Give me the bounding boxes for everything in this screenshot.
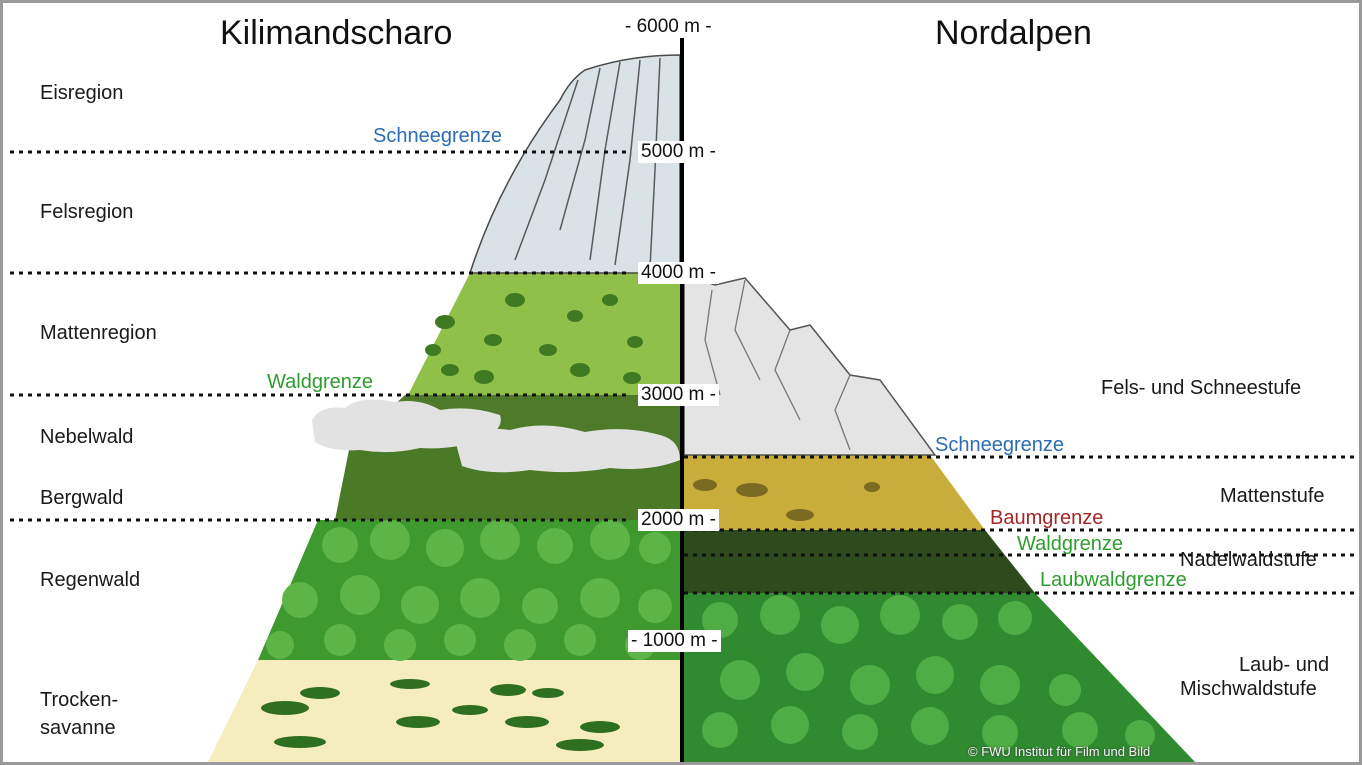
acacia-trees (261, 679, 620, 751)
title-kilimanjaro: Kilimandscharo (220, 14, 453, 52)
zone-mixed-line2: Mischwaldstufe (1180, 678, 1317, 700)
zone-ice: Eisregion (40, 82, 124, 104)
altitude-1000: - 1000 m - (628, 630, 721, 652)
zone-mountain-forest: Bergwald (40, 487, 124, 509)
zone-mixed-line1: Laub- und (1239, 654, 1330, 676)
copyright-notice: © FWU Institut für Film und Bild (968, 744, 1151, 759)
altitude-4000: 4000 m - (638, 262, 719, 284)
mixed-forest-canopy (702, 595, 1155, 751)
altitude-3000: 3000 m - (638, 384, 719, 406)
snow-line-right: Schneegrenze (935, 434, 1064, 456)
zone-rock-snow: Fels- und Schneestufe (1101, 377, 1302, 399)
forest-line-right: Waldgrenze (1017, 533, 1123, 555)
alps-rock (683, 273, 937, 456)
zone-meadow: Mattenregion (40, 322, 157, 344)
alps-ridges (704, 279, 851, 451)
conifer-zone (684, 530, 1035, 593)
zone-conifer: Nadelwaldstufe (1180, 549, 1317, 571)
title-northern-alps: Nordalpen (935, 14, 1092, 52)
zone-rock: Felsregion (40, 201, 134, 223)
rainforest-canopy (266, 520, 672, 661)
altitude-6000: - 6000 m - (622, 16, 715, 38)
zone-savanna-line1: Trocken- (40, 689, 119, 711)
altitude-5000: 5000 m - (638, 141, 719, 163)
tree-line-right: Baumgrenze (990, 507, 1104, 529)
summit-ridges (514, 57, 661, 269)
zone-cloud-forest: Nebelwald (40, 426, 134, 448)
forest-line-left: Waldgrenze (267, 371, 373, 393)
deciduous-line-right: Laubwaldgrenze (1040, 569, 1187, 591)
snow-line-left: Schneegrenze (373, 125, 502, 147)
zone-savanna-line2: savanne (40, 717, 116, 739)
cloud-band (312, 399, 680, 473)
alpine-shrubs (693, 479, 880, 521)
zone-alpine-meadow: Mattenstufe (1220, 485, 1325, 507)
kilimanjaro-summit (468, 54, 681, 274)
boundary-lines (10, 150, 1356, 595)
meadow-zone-right (684, 455, 985, 530)
savanna-zone (208, 660, 680, 762)
meadow-shrubs (425, 293, 643, 384)
zone-rainforest: Regenwald (40, 569, 141, 591)
altitude-2000: 2000 m - (638, 509, 719, 531)
